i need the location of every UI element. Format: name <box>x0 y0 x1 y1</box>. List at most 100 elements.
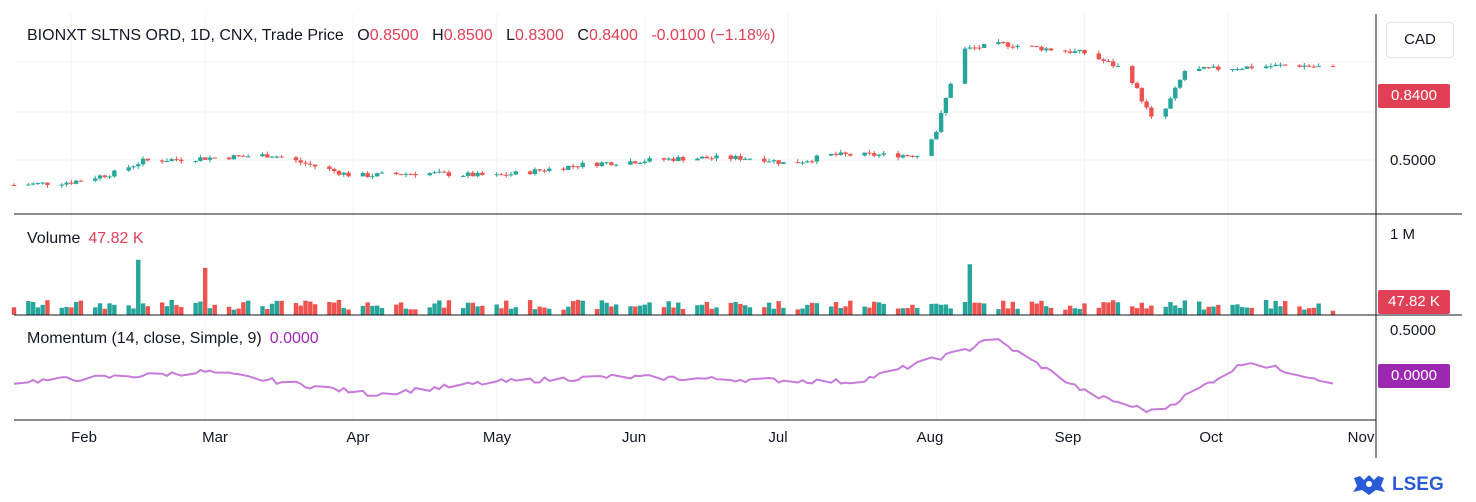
candle <box>303 162 308 164</box>
volume-bar <box>164 306 170 315</box>
candle <box>1110 61 1116 67</box>
candle <box>198 157 203 162</box>
candle <box>1044 48 1049 51</box>
volume-bar <box>35 307 41 315</box>
volume-bar <box>848 300 853 315</box>
volume-bar <box>666 301 671 315</box>
volume-bar <box>1029 301 1035 315</box>
volume-bar <box>1268 308 1274 315</box>
candle <box>1302 65 1307 67</box>
candle <box>1082 49 1087 54</box>
candle <box>809 161 815 163</box>
candle <box>40 182 45 184</box>
momentum-axis-label: 0.5000 <box>1390 322 1436 339</box>
candle <box>1015 45 1020 48</box>
volume-bar <box>131 308 136 315</box>
volume-bar <box>633 306 638 315</box>
candle <box>308 163 313 165</box>
volume-bar <box>293 303 299 315</box>
volume-bar <box>394 304 399 315</box>
volume-bar <box>527 300 533 315</box>
volume-bar <box>695 305 700 315</box>
candle <box>1297 65 1302 67</box>
candle <box>676 157 681 161</box>
candle <box>260 154 265 157</box>
volume-bar <box>226 306 232 315</box>
volume-bar <box>805 304 810 315</box>
volume-bar <box>93 307 98 315</box>
price-candles <box>11 39 1336 188</box>
volume-bar <box>905 308 910 315</box>
volume-bar <box>475 306 480 315</box>
candle <box>131 166 136 168</box>
volume-bars <box>11 259 1336 315</box>
candle <box>446 172 452 177</box>
candle <box>1029 45 1035 47</box>
volume-bar <box>604 302 609 315</box>
volume-bar <box>1115 302 1121 315</box>
volume-bar <box>762 307 767 315</box>
candle <box>231 155 237 160</box>
candle <box>145 158 151 161</box>
candle <box>704 156 710 159</box>
volume-bar <box>398 302 404 315</box>
volume-bar <box>336 299 342 315</box>
candle <box>241 155 246 157</box>
candle <box>599 162 605 167</box>
volume-bar <box>403 308 409 315</box>
volume-bar <box>375 305 380 315</box>
volume-bar <box>432 303 437 315</box>
candle <box>212 157 217 159</box>
candle <box>1144 101 1149 108</box>
last-volume-tag: 47.82 K <box>1378 290 1450 314</box>
candle <box>829 153 834 156</box>
volume-bar <box>915 307 920 315</box>
candle <box>1139 88 1145 102</box>
volume-bar <box>709 308 714 315</box>
volume-bar <box>943 304 949 315</box>
volume-bar <box>1039 300 1044 315</box>
candle <box>747 158 753 160</box>
candle <box>1244 66 1250 69</box>
volume-bar <box>499 308 504 315</box>
volume-bar <box>1048 307 1054 315</box>
momentum-series <box>13 338 1334 414</box>
last-momentum-tag: 0.0000 <box>1378 364 1450 388</box>
volume-bar <box>843 306 848 315</box>
candle <box>375 173 380 177</box>
legend-header: BIONXT SLTNS ORD, 1D, CNX, Trade Price O… <box>27 27 775 45</box>
candle <box>733 156 738 160</box>
volume-bar <box>1196 301 1202 315</box>
volume-bar <box>733 301 738 315</box>
volume-bar <box>566 306 571 315</box>
candle <box>1130 66 1135 84</box>
volume-legend: Volume 47.82 K <box>27 230 144 248</box>
volume-bar <box>742 305 748 315</box>
currency-button[interactable]: CAD <box>1386 22 1454 58</box>
month-label-aug: Aug <box>916 429 944 446</box>
volume-bar <box>699 304 705 315</box>
candle <box>833 153 839 155</box>
candle <box>699 156 705 159</box>
candle <box>365 173 370 178</box>
candle <box>1134 83 1140 89</box>
candle <box>929 139 934 156</box>
volume-bar <box>1096 307 1102 315</box>
candle <box>11 185 17 186</box>
volume-bar <box>1306 308 1312 315</box>
volume-bar <box>599 300 605 315</box>
candle <box>1001 42 1006 44</box>
candle <box>1306 65 1312 67</box>
volume-bar <box>379 308 385 315</box>
candle <box>642 161 648 163</box>
volume-bar <box>365 302 370 315</box>
month-label-jul: Jul <box>768 429 788 446</box>
volume-bar <box>1005 308 1011 315</box>
volume-bar <box>1297 306 1302 315</box>
volume-bar <box>1278 306 1283 315</box>
volume-bar <box>661 307 667 315</box>
candle <box>604 162 609 164</box>
volume-bar <box>1015 308 1020 315</box>
candle <box>900 155 906 158</box>
volume-bar <box>738 303 743 315</box>
